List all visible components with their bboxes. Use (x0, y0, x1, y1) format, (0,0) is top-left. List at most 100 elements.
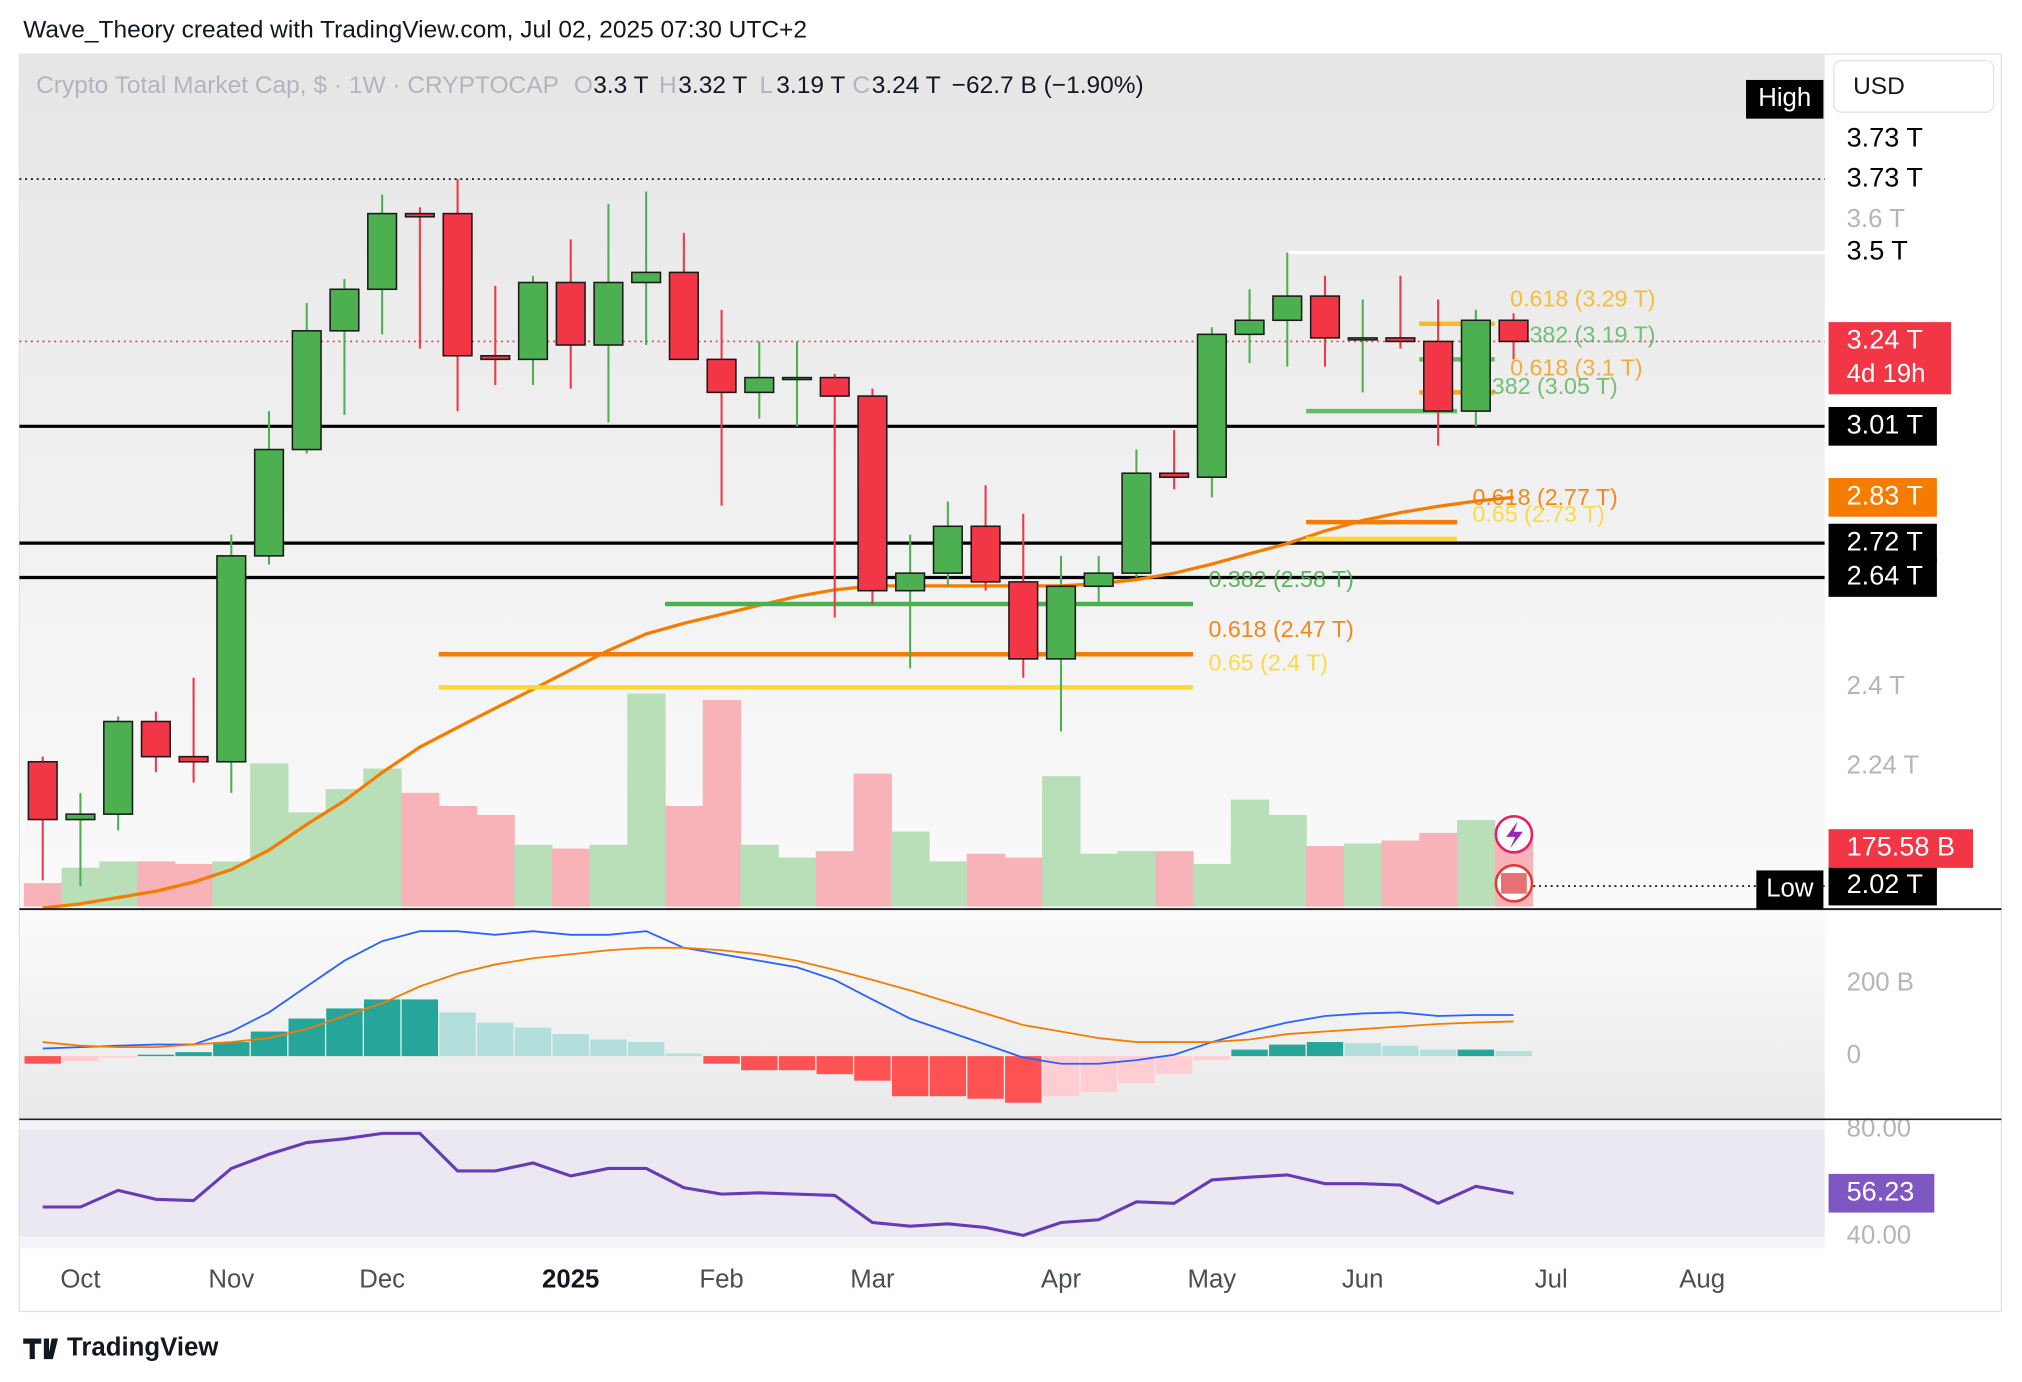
macd-tick-label: 200 B (1847, 969, 1914, 997)
x-tick-label: Jul (1535, 1265, 1568, 1293)
candle-body (480, 354, 511, 361)
x-tick-label: Oct (60, 1265, 100, 1293)
price-label-box (1828, 233, 1937, 272)
candle-body (744, 376, 775, 394)
volume-label-box (1828, 829, 1973, 868)
candle-body (1121, 472, 1152, 574)
volume-bar (476, 814, 515, 907)
candle-body (781, 376, 813, 381)
fib-label: 0.65 (2.73 T) (1472, 501, 1604, 527)
candle-body (216, 555, 247, 763)
legend-value: 3.24 T (872, 72, 941, 99)
macd-histogram-bar (137, 1054, 175, 1057)
macd-histogram-bar (363, 999, 401, 1057)
volume-bar (1192, 863, 1232, 907)
candle-body (517, 281, 549, 361)
price-label-box (1828, 406, 1937, 446)
volume-bar (815, 851, 855, 907)
macd-histogram-bar (627, 1042, 665, 1057)
macd-histogram-bar (816, 1056, 853, 1075)
macd-histogram-bar (552, 1034, 589, 1057)
candle-body (1460, 319, 1491, 412)
volume-bar (514, 844, 553, 907)
x-tick-label: Apr (1041, 1265, 1082, 1293)
price-label-sub: 4d 19h (1847, 360, 1926, 388)
x-tick-label: Mar (850, 1265, 895, 1293)
candle-body (1045, 585, 1077, 660)
price-label: 3.73 T (1847, 161, 1923, 192)
chart-border (18, 53, 2003, 1313)
macd-histogram-bar (1306, 1042, 1344, 1057)
macd-histogram-bar (514, 1027, 552, 1057)
macd-histogram-bar (929, 1056, 967, 1097)
volume-bar (1079, 853, 1119, 907)
macd-histogram-bar (967, 1056, 1004, 1099)
candle-body (367, 212, 398, 291)
volume-bar (740, 844, 779, 907)
candle-body (555, 281, 586, 346)
candle-body (668, 271, 699, 361)
price-label: 2.72 T (1847, 525, 1923, 556)
macd-plot (24, 930, 1532, 1103)
fib-label: 0.618 (3.29 T) (1510, 286, 1655, 312)
volume-bar (551, 848, 591, 907)
macd-histogram-bar (854, 1056, 891, 1081)
volume-bar (250, 763, 289, 907)
volume-bar (665, 806, 704, 907)
macd-histogram-bar (1155, 1056, 1193, 1075)
candle-body (1083, 572, 1114, 588)
macd-histogram-bar (99, 1056, 137, 1058)
macd-histogram-bar (891, 1056, 929, 1097)
y-tick-label: 2.24 T (1847, 752, 1920, 780)
currency[interactable]: USD (1853, 73, 1905, 100)
volume-label: 175.58 B (1847, 831, 1955, 862)
macd-histogram-bar (1193, 1056, 1231, 1061)
volume-bar (702, 699, 742, 907)
candle-body (103, 720, 134, 815)
macd-histogram-bar (703, 1056, 740, 1064)
price-label: 2.64 T (1847, 560, 1923, 591)
rsi-band (19, 1129, 1825, 1237)
volume-bar (1042, 776, 1081, 907)
macd-tick-label: 0 (1847, 1041, 1861, 1069)
rsi-label: 56.23 (1847, 1175, 1915, 1206)
volume-bar (853, 773, 892, 907)
macd-histogram-bar (1419, 1049, 1457, 1057)
macd-histogram-bar (1231, 1049, 1268, 1057)
candle-body (1385, 337, 1416, 343)
price-label-box (1828, 558, 1937, 597)
x-tick-label: 2025 (542, 1265, 599, 1293)
credit: Wave_Theory created with TradingView.com… (23, 16, 807, 43)
candle-body (1008, 581, 1039, 660)
price-label-box (1828, 322, 1952, 395)
currency-button[interactable] (1833, 59, 1995, 113)
candle-body (291, 330, 322, 451)
macd-histogram-bar (1457, 1049, 1495, 1057)
macd-histogram-bar (1269, 1044, 1306, 1057)
fib-label: 0.382 (3.05 T) (1472, 373, 1617, 399)
rsi-line (42, 1131, 1514, 1237)
legend-key: C (852, 72, 870, 99)
low-label: Low (1766, 875, 1814, 903)
candle-body (140, 720, 171, 758)
volume-bar (1117, 851, 1156, 907)
candle-body (1196, 333, 1227, 478)
fib-label: 0.382 (2.58 T) (1208, 566, 1353, 592)
candle-body (442, 212, 473, 357)
volume-bar (23, 883, 63, 907)
macd-histogram-bar (1382, 1045, 1419, 1057)
volume-bar (1268, 814, 1307, 907)
legend-value: 3.3 T (593, 72, 648, 99)
plot-layer: 0.618 (3.29 T) 0.382 (3.19 T) 0.618 (3.1 T… (19, 119, 1973, 1293)
candle-body (27, 760, 58, 821)
candle-body (895, 572, 926, 592)
flag-icon-glyph (1501, 873, 1527, 894)
legend-value: 3.32 T (678, 72, 747, 99)
rsi-plot (19, 1129, 1825, 1237)
x-tick-label: Nov (208, 1265, 254, 1293)
volume-bar (137, 861, 176, 907)
y-tick-label: 3.6 T (1847, 205, 1906, 233)
change: −62.7 B (−1.90%) (952, 72, 1144, 99)
macd-histogram-bar (1344, 1043, 1381, 1057)
